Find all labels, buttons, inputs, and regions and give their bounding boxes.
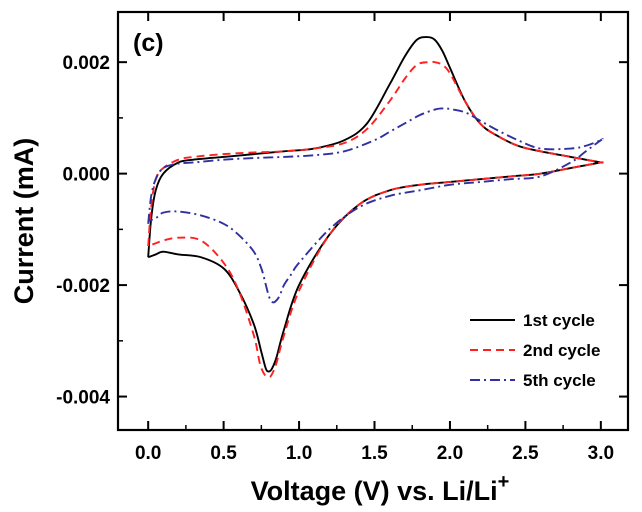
y-tick-label: 0.000 <box>62 165 110 186</box>
legend: 1st cycle 2nd cycle 5th cycle <box>470 311 601 390</box>
x-tick-label: 0.5 <box>210 443 237 464</box>
x-axis-title-main: Voltage (V) vs. Li/Li <box>251 476 498 506</box>
x-tick-label: 1.5 <box>361 443 388 464</box>
series-line-5th-cycle <box>147 107 604 304</box>
x-tick-label: 2.5 <box>512 443 539 464</box>
legend-label-1st-cycle: 1st cycle <box>523 311 595 330</box>
x-axis-title: Voltage (V) vs. Li/Li+ <box>251 471 510 506</box>
series-line-2nd-cycle <box>147 60 604 378</box>
plot-frame <box>116 10 630 432</box>
x-axis-title-superscript: + <box>498 471 510 493</box>
legend-label-5th-cycle: 5th cycle <box>523 371 596 390</box>
legend-label-2nd-cycle: 2nd cycle <box>523 341 601 360</box>
panel-label: (c) <box>133 29 164 57</box>
y-tick-label: -0.004 <box>56 388 110 409</box>
x-tick-label: 3.0 <box>588 443 614 464</box>
y-axis-title: Current (mA) <box>9 138 39 305</box>
x-tick-label: 2.0 <box>437 443 463 464</box>
y-tick-label: -0.002 <box>56 276 110 297</box>
y-tick-label: 0.002 <box>62 53 110 74</box>
x-tick-label: 0.0 <box>135 443 161 464</box>
x-tick-label: 1.0 <box>286 443 312 464</box>
